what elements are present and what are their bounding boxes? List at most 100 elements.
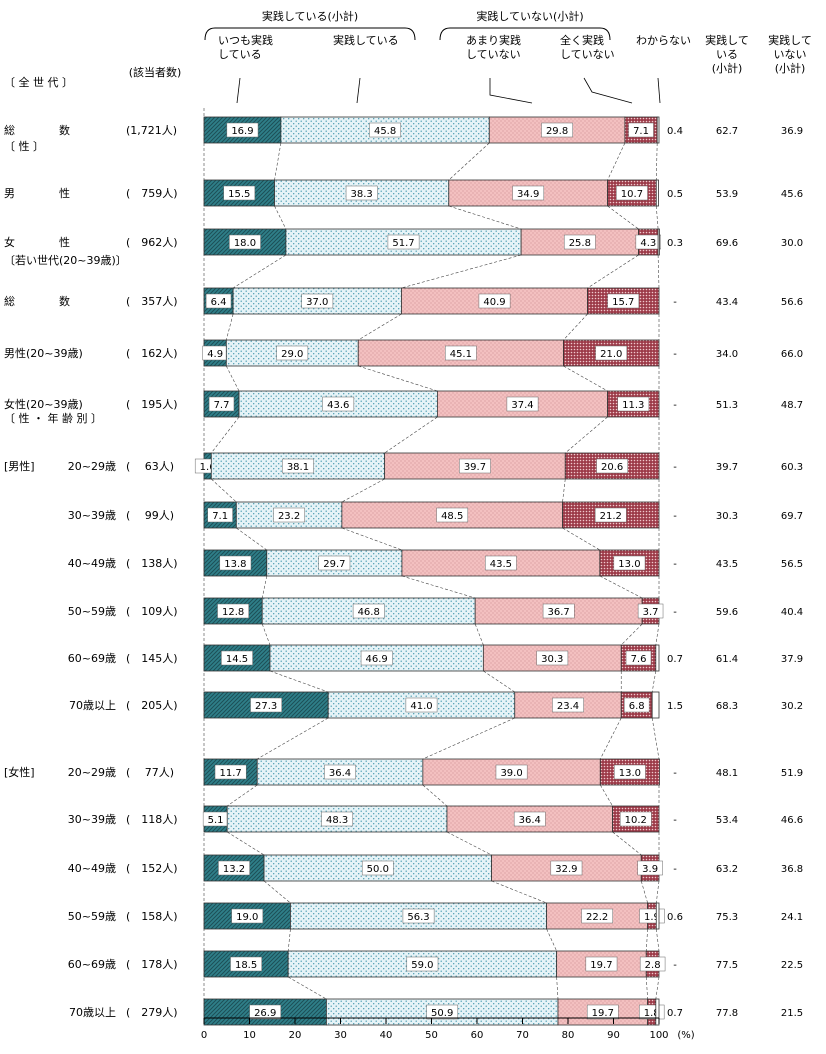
connector-line bbox=[288, 976, 327, 1000]
value-label: 10.2 bbox=[625, 815, 647, 826]
value-box bbox=[563, 234, 596, 250]
jissen-subtotal: 30.3 bbox=[716, 511, 738, 522]
bar-row: 60~69歳 ( 178人) 18.5 59.0 19.7 2.8 - 77.5 22.5 bbox=[68, 950, 803, 978]
bar-segment bbox=[657, 228, 660, 256]
fujissen-subtotal: 30.2 bbox=[781, 701, 803, 712]
value-box bbox=[536, 650, 569, 666]
jissen-subtotal: 43.5 bbox=[716, 559, 738, 570]
subtotal-header: (小計) bbox=[775, 61, 806, 75]
connector-line bbox=[612, 831, 642, 856]
row-label: 30~39歳 bbox=[68, 509, 116, 522]
value-label: 7.7 bbox=[214, 400, 230, 411]
legend-label: あまり実践 bbox=[466, 33, 521, 47]
row-label: 60~69歳 bbox=[68, 958, 116, 971]
connector-line bbox=[563, 365, 608, 392]
subtotal-header: 実践して bbox=[768, 33, 812, 47]
jissen-subtotal: 75.3 bbox=[716, 912, 738, 923]
connector-line bbox=[645, 976, 648, 1000]
row-label: 総 数 bbox=[4, 294, 70, 308]
value-label: 40.9 bbox=[483, 297, 505, 308]
bracket-jissen bbox=[204, 27, 416, 41]
fujissen-subtotal: 60.3 bbox=[781, 462, 803, 473]
value-label: 25.8 bbox=[569, 238, 591, 249]
value-label: 56.3 bbox=[407, 912, 429, 923]
x-tick-label: 20 bbox=[289, 1030, 302, 1041]
bar-row: 60~69歳 ( 145人) 14.5 46.9 30.3 7.6 0.7 61.4 37.9 bbox=[68, 644, 803, 672]
value-box bbox=[321, 811, 353, 827]
x-axis: 0 10 20 30 40 50 60 70 80 90 100 (%) bbox=[201, 1017, 695, 1041]
row-label: 30~39歳 bbox=[68, 813, 116, 826]
value-box bbox=[282, 458, 314, 474]
connector-line bbox=[655, 142, 658, 181]
value-box bbox=[226, 122, 259, 138]
bar-rows: 総 数 (1,721人) 16.9 45.8 29.8 7.1 0.4 62.7 36.9 男 性… bbox=[4, 116, 803, 1026]
connector-line bbox=[226, 365, 240, 392]
x-tick-label: 80 bbox=[562, 1030, 575, 1041]
group-label: [男性] bbox=[4, 459, 35, 473]
value-box bbox=[594, 507, 627, 523]
connector-line bbox=[563, 313, 588, 341]
connector-line bbox=[655, 623, 660, 646]
connector-line bbox=[263, 880, 291, 904]
connector-line bbox=[600, 717, 622, 760]
value-box bbox=[223, 185, 256, 201]
connector-line bbox=[384, 416, 438, 454]
legend-pointer bbox=[236, 77, 241, 104]
value-box bbox=[369, 122, 401, 138]
bar-segment bbox=[437, 390, 608, 418]
row-label: 20~29歳 bbox=[68, 460, 116, 473]
unknown-label: 0.3 bbox=[667, 238, 683, 249]
row-label: 70歳以上 bbox=[69, 699, 116, 712]
unknown-label: - bbox=[673, 815, 677, 826]
subtotal-header: いない bbox=[774, 48, 807, 61]
row-label: 50~59歳 bbox=[68, 910, 116, 923]
row-label: 20~29歳 bbox=[68, 766, 116, 779]
group-header-fujissen: 実践していない(小計) bbox=[476, 9, 583, 23]
value-label: 19.0 bbox=[236, 912, 258, 923]
value-label: 1.8 bbox=[644, 1008, 660, 1019]
bar-segment bbox=[651, 691, 660, 719]
bar-row: 70歳以上 ( 279人) 26.9 50.9 19.7 1.8 0.7 77.8 21.5 bbox=[69, 998, 803, 1026]
value-box bbox=[445, 345, 477, 361]
bar-row: 40~49歳 ( 152人) 13.2 50.0 32.9 3.9 - 63.2 36.8 bbox=[68, 854, 803, 882]
group-header-jissen: 実践している(小計) bbox=[262, 9, 358, 23]
connector-line bbox=[341, 478, 385, 503]
unknown-label: 0.7 bbox=[667, 654, 683, 665]
fujissen-subtotal: 56.5 bbox=[781, 559, 803, 570]
x-tick-label: 30 bbox=[334, 1030, 347, 1041]
value-box bbox=[506, 396, 539, 412]
value-label: 11.3 bbox=[622, 400, 644, 411]
connector-line bbox=[227, 831, 265, 856]
value-label: 59.0 bbox=[411, 960, 433, 971]
value-label: 29.8 bbox=[546, 126, 568, 137]
value-label: 50.0 bbox=[367, 864, 389, 875]
value-label: 19.7 bbox=[592, 1008, 614, 1019]
value-box bbox=[478, 293, 511, 309]
row-count: ( 118人) bbox=[126, 813, 178, 826]
connector-line bbox=[287, 928, 291, 952]
connector-line bbox=[261, 575, 268, 599]
value-label: 32.9 bbox=[555, 864, 577, 875]
row-count: ( 63人) bbox=[126, 460, 174, 473]
value-box bbox=[552, 697, 584, 713]
jissen-subtotal: 77.5 bbox=[716, 960, 738, 971]
value-label: 13.0 bbox=[618, 559, 640, 570]
fujissen-subtotal: 37.9 bbox=[781, 654, 803, 665]
connector-line bbox=[211, 416, 240, 454]
unknown-label: - bbox=[673, 559, 677, 570]
bar-segment bbox=[287, 950, 558, 978]
x-tick-label: 60 bbox=[471, 1030, 484, 1041]
section-label: 〔若い世代(20~39歳)〕 bbox=[4, 254, 127, 267]
row-count: ( 77人) bbox=[126, 766, 174, 779]
value-box bbox=[614, 764, 646, 780]
x-axis-unit: (%) bbox=[677, 1030, 694, 1041]
connector-line bbox=[655, 205, 659, 230]
jissen-subtotal: 62.7 bbox=[716, 126, 738, 137]
value-box bbox=[639, 956, 666, 972]
value-label: 22.2 bbox=[586, 912, 608, 923]
row-label: 60~69歳 bbox=[68, 652, 116, 665]
value-box bbox=[345, 185, 378, 201]
value-label: 4.9 bbox=[207, 349, 223, 360]
value-box bbox=[596, 458, 628, 474]
